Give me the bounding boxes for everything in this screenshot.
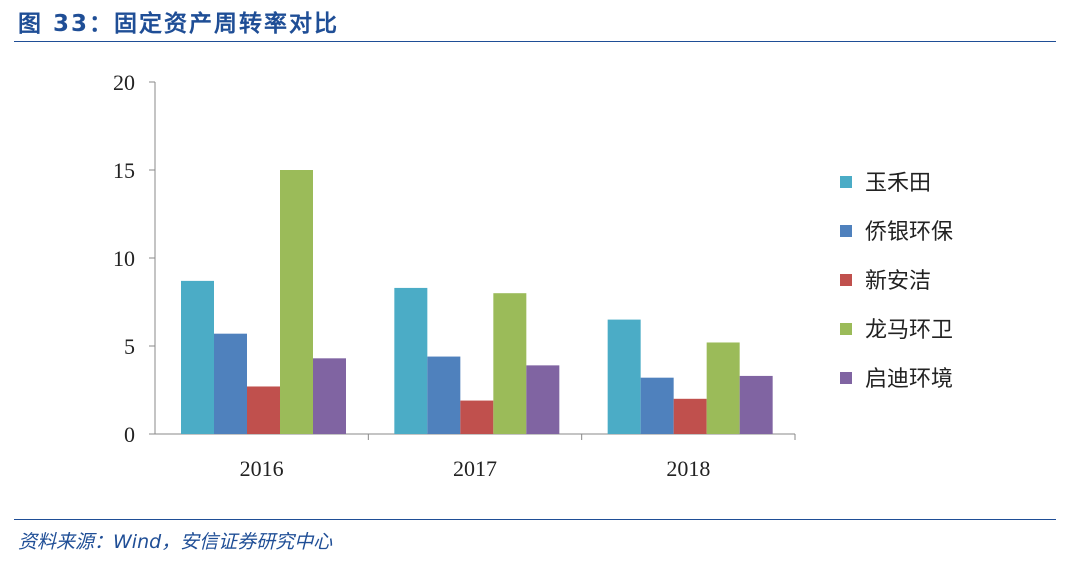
bar-启迪环境-2016 <box>313 358 346 434</box>
figure-title: 图 33：固定资产周转率对比 <box>18 11 340 37</box>
source-rule <box>14 519 1056 520</box>
legend-label: 新安洁 <box>865 268 931 293</box>
bar-侨银环保-2017 <box>427 356 461 434</box>
bar-新安洁-2016 <box>247 386 280 434</box>
x-tick-label: 2018 <box>666 456 710 481</box>
bar-玉禾田-2017 <box>394 287 428 434</box>
bar-新安洁-2017 <box>460 400 494 434</box>
bar-龙马环卫-2017 <box>493 293 527 434</box>
bar-启迪环境-2018 <box>739 375 773 434</box>
y-tick-label: 0 <box>124 422 135 447</box>
bar-侨银环保-2016 <box>214 333 247 434</box>
bar-新安洁-2018 <box>673 398 707 434</box>
legend-swatch <box>840 225 852 237</box>
legend-label: 启迪环境 <box>865 366 953 391</box>
legend-swatch <box>840 323 852 335</box>
legend-label: 玉禾田 <box>865 170 931 195</box>
x-tick-label: 2017 <box>453 456 497 481</box>
bar-启迪环境-2017 <box>526 365 560 434</box>
title-rule <box>14 41 1056 42</box>
bar-龙马环卫-2018 <box>706 342 740 434</box>
bar-玉禾田-2018 <box>607 319 641 434</box>
legend-swatch <box>840 372 852 384</box>
bar-侨银环保-2018 <box>640 377 674 434</box>
legend-label: 龙马环卫 <box>865 317 953 342</box>
y-tick-label: 20 <box>113 70 135 95</box>
y-tick-label: 10 <box>113 246 135 271</box>
y-tick-label: 15 <box>113 158 135 183</box>
legend-swatch <box>840 176 852 188</box>
y-tick-label: 5 <box>124 334 135 359</box>
legend-swatch <box>840 274 852 286</box>
source-note: 资料来源：Wind，安信证券研究中心 <box>18 531 333 553</box>
bar-龙马环卫-2016 <box>280 170 313 434</box>
legend-label: 侨银环保 <box>865 219 953 244</box>
bar-玉禾田-2016 <box>181 280 214 434</box>
x-tick-label: 2016 <box>240 456 284 481</box>
